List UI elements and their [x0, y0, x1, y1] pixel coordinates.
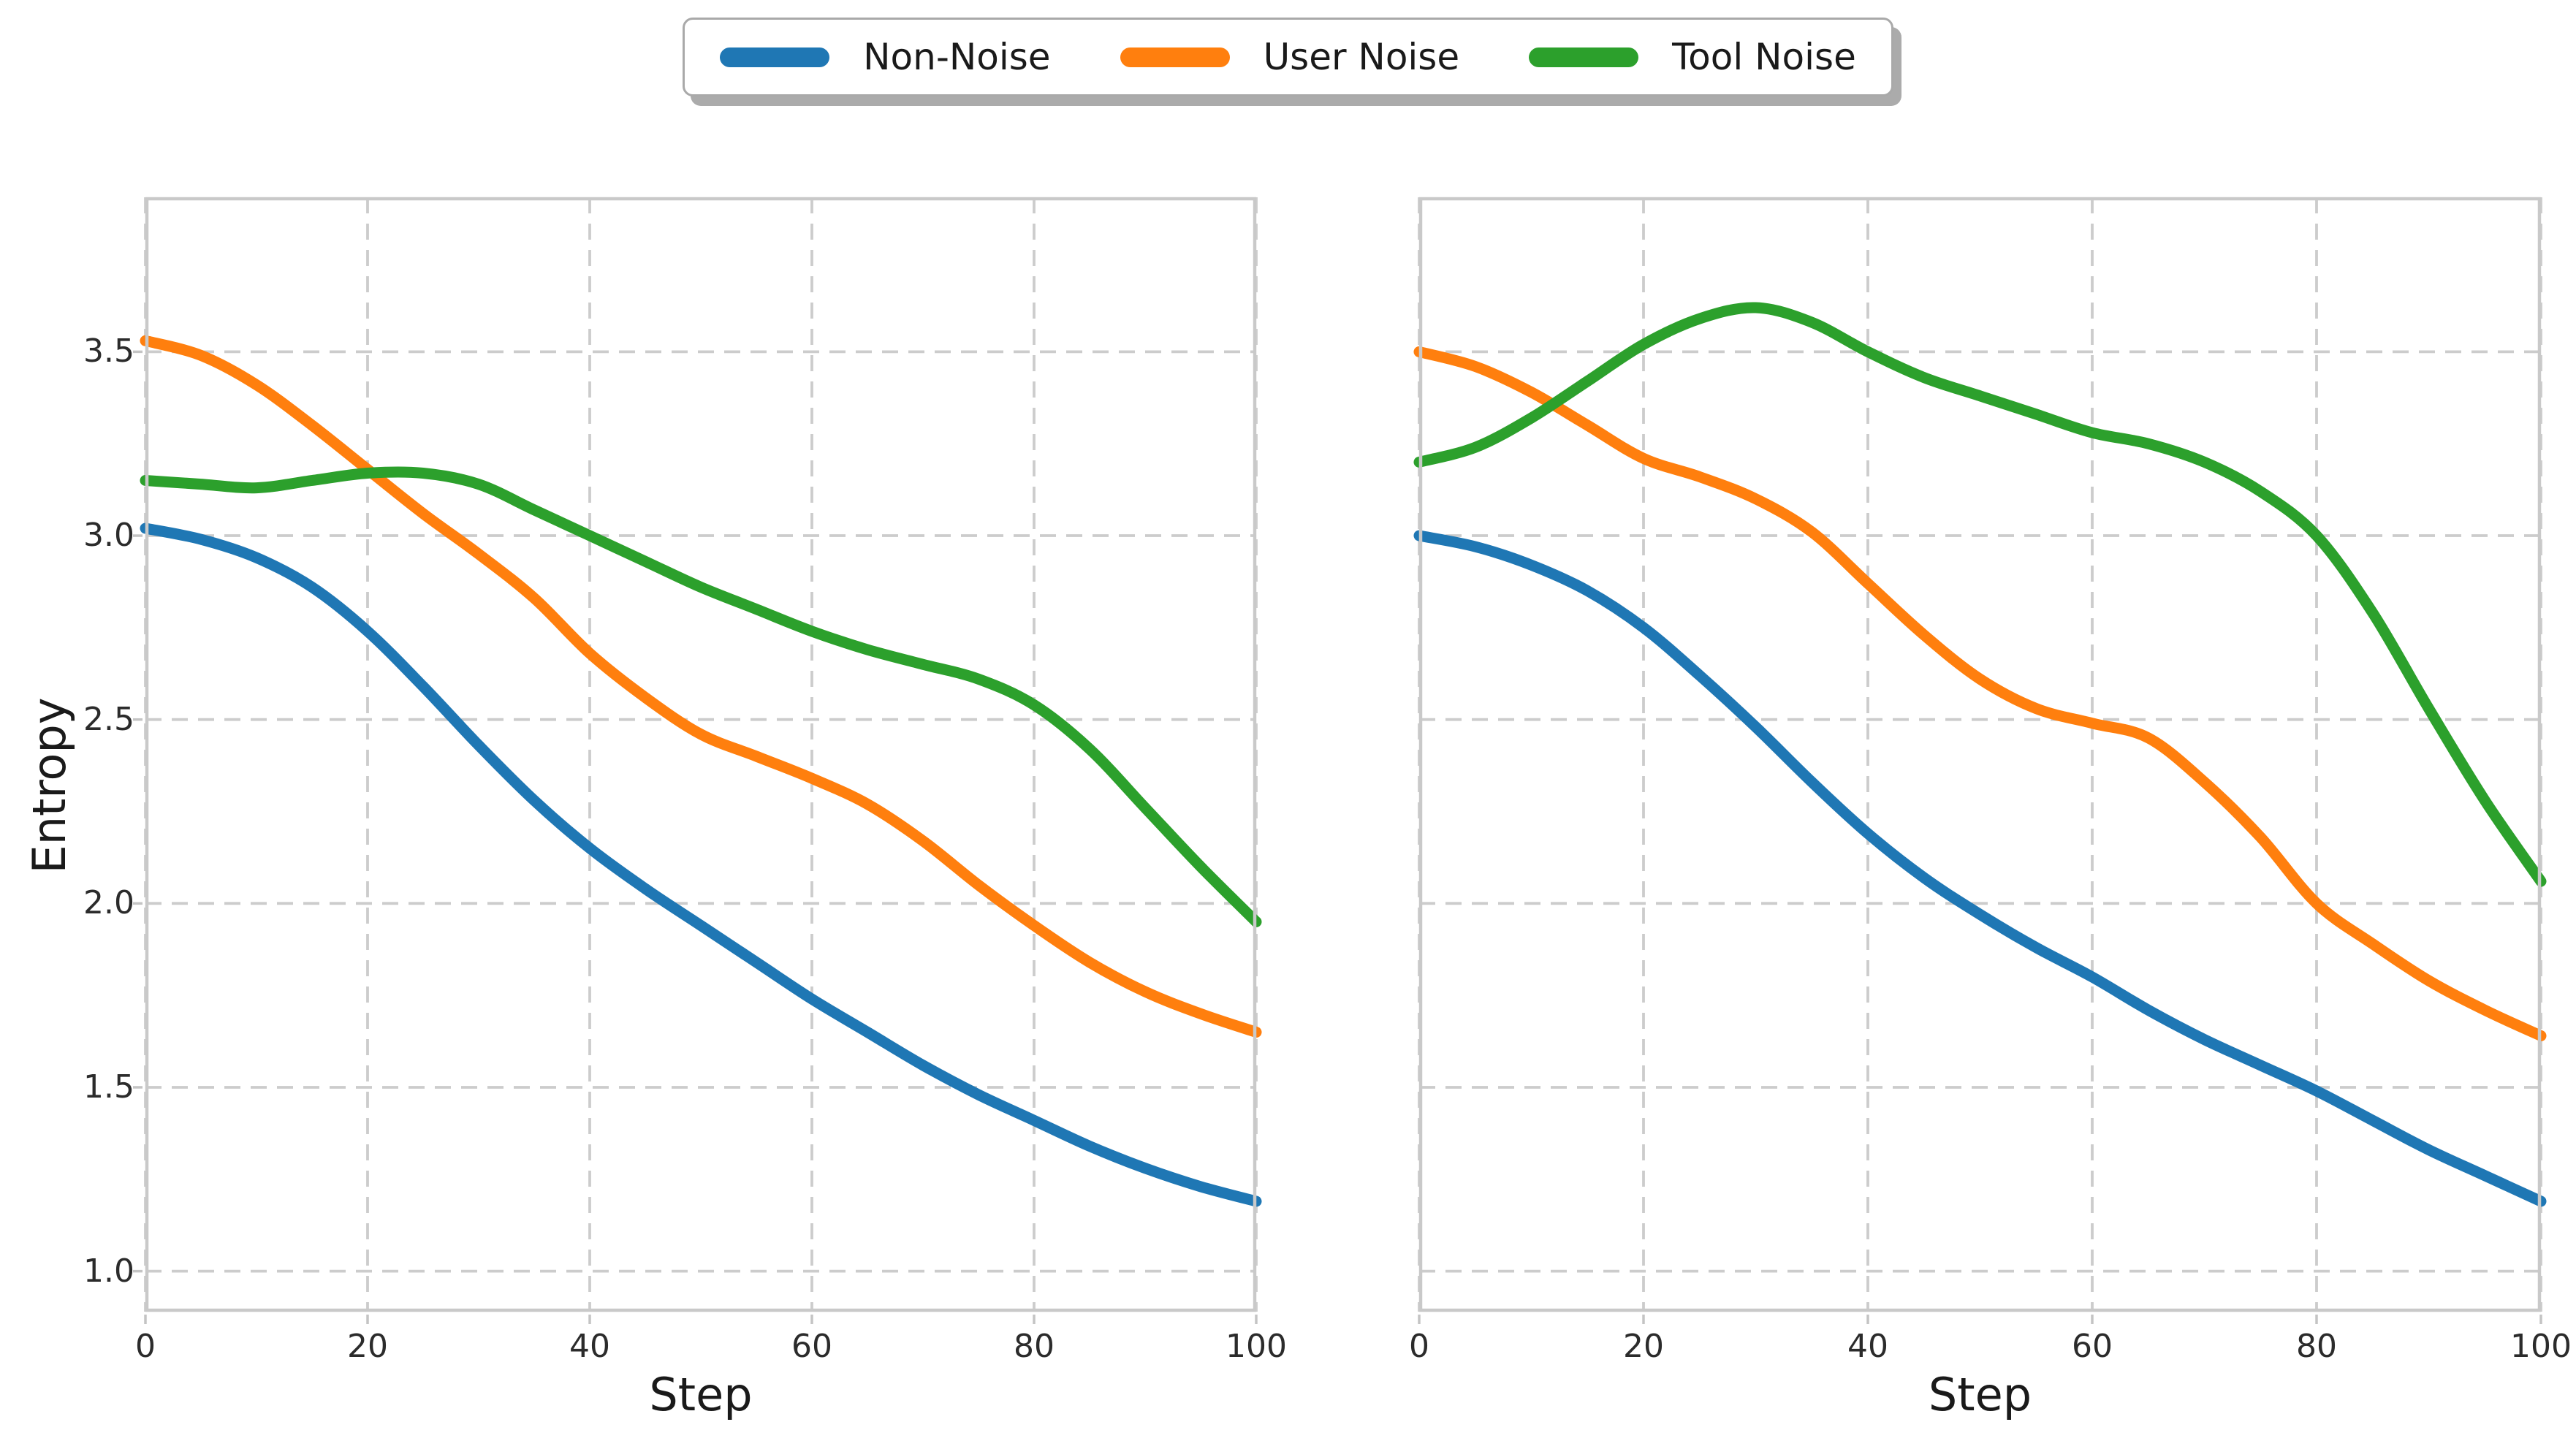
non-noise-line-swatch [720, 47, 830, 67]
x-tick-label: 60 [791, 1328, 832, 1365]
legend-label-non-noise: Non-Noise [863, 36, 1051, 78]
y-tick-label: 2.0 [83, 884, 134, 922]
curve-user-noise [1413, 346, 2547, 1041]
tool-noise-line-swatch [1529, 47, 1639, 67]
legend-item-tool-noise: Tool Noise [1529, 39, 1856, 75]
curve-non-noise [1413, 530, 2547, 1207]
x-tick-label: 0 [135, 1328, 156, 1365]
curve-tool-noise [1413, 302, 2547, 887]
curve-tool-noise [140, 466, 1262, 927]
x-tick-label: 40 [1847, 1328, 1888, 1365]
x-axis-label-left: Step [649, 1368, 753, 1421]
y-tick-label: 3.0 [83, 517, 134, 555]
y-tick-label: 3.5 [83, 332, 134, 370]
y-tick-label: 2.5 [83, 700, 134, 738]
x-axis-label-right: Step [1928, 1368, 2032, 1421]
curve-user-noise [140, 335, 1262, 1038]
curve-non-noise [140, 522, 1262, 1207]
x-tick-label: 20 [1623, 1328, 1664, 1365]
right-plot-area [1413, 197, 2547, 1324]
x-tick-label: 100 [1226, 1328, 1287, 1365]
x-tick-label: 100 [2510, 1328, 2572, 1365]
legend-wrap: Non-Noise User Noise Tool Noise [0, 18, 2576, 96]
x-tick-label: 0 [1409, 1328, 1429, 1365]
x-tick-label: 80 [1014, 1328, 1055, 1365]
legend-item-non-noise: Non-Noise [720, 36, 1051, 78]
left-plot-area [133, 197, 1262, 1324]
axes-spines [1418, 197, 2542, 1312]
left-subplot [133, 197, 1262, 1324]
x-tick-label: 80 [2296, 1328, 2337, 1365]
y-tick-label: 1.5 [83, 1068, 134, 1106]
x-tick-label: 60 [2072, 1328, 2113, 1365]
legend-label-tool-noise: Tool Noise [1672, 36, 1856, 78]
y-tick-label: 1.0 [83, 1252, 134, 1290]
user-noise-line-swatch [1120, 47, 1230, 67]
right-subplot [1413, 197, 2547, 1324]
x-tick-label: 20 [347, 1328, 388, 1365]
legend-label-user-noise: User Noise [1263, 36, 1460, 78]
x-tick-label: 40 [569, 1328, 610, 1365]
legend: Non-Noise User Noise Tool Noise [683, 18, 1893, 96]
legend-item-user-noise: User Noise [1120, 36, 1460, 78]
axes-spines [145, 197, 1257, 1312]
